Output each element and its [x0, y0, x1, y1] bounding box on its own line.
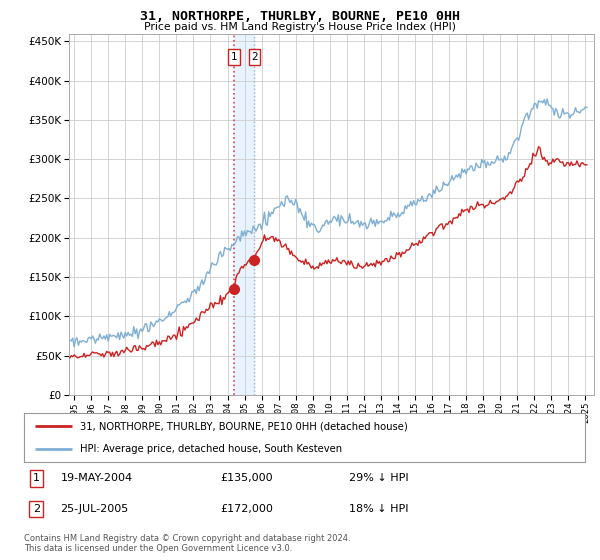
Text: Contains HM Land Registry data © Crown copyright and database right 2024.
This d: Contains HM Land Registry data © Crown c…: [24, 534, 350, 553]
Text: 29% ↓ HPI: 29% ↓ HPI: [349, 473, 409, 483]
Bar: [234, 34, 254, 395]
Text: 31, NORTHORPE, THURLBY, BOURNE, PE10 0HH: 31, NORTHORPE, THURLBY, BOURNE, PE10 0HH: [140, 10, 460, 23]
Text: 1: 1: [33, 473, 40, 483]
Text: £172,000: £172,000: [220, 504, 273, 514]
Text: HPI: Average price, detached house, South Kesteven: HPI: Average price, detached house, Sout…: [80, 444, 342, 454]
Text: 2: 2: [33, 504, 40, 514]
Text: 1: 1: [230, 52, 238, 62]
Text: £135,000: £135,000: [220, 473, 273, 483]
Text: 18% ↓ HPI: 18% ↓ HPI: [349, 504, 409, 514]
Text: 19-MAY-2004: 19-MAY-2004: [61, 473, 133, 483]
Text: 31, NORTHORPE, THURLBY, BOURNE, PE10 0HH (detached house): 31, NORTHORPE, THURLBY, BOURNE, PE10 0HH…: [80, 421, 408, 431]
Text: 25-JUL-2005: 25-JUL-2005: [61, 504, 129, 514]
Text: 2: 2: [251, 52, 258, 62]
Text: Price paid vs. HM Land Registry's House Price Index (HPI): Price paid vs. HM Land Registry's House …: [144, 22, 456, 32]
